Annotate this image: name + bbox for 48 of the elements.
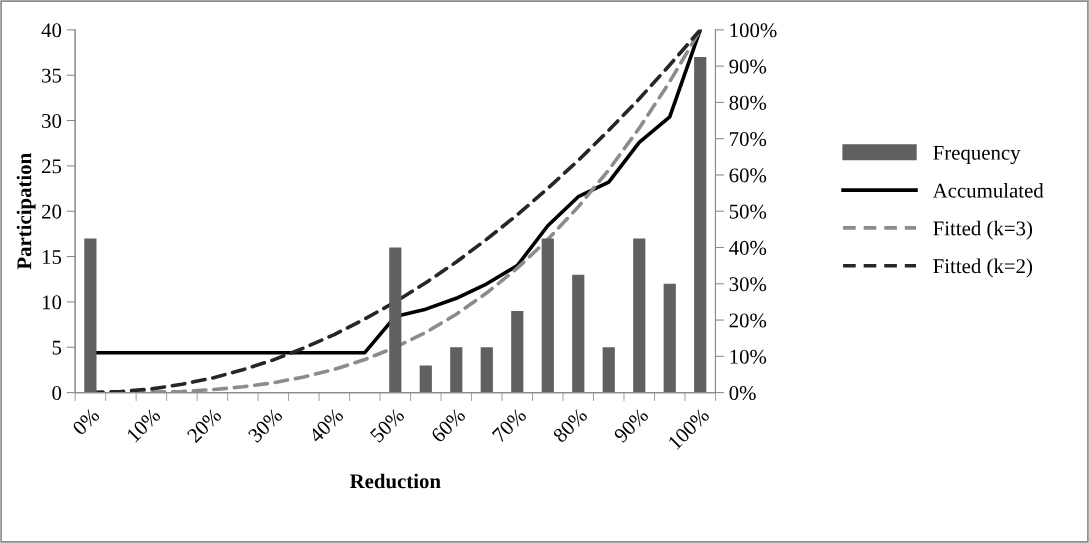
y2-tick-label: 10% bbox=[730, 349, 767, 364]
y2-tick-label: 60% bbox=[729, 168, 767, 183]
y-tick-label: 5 bbox=[52, 340, 62, 355]
y-tick-label: 0 bbox=[52, 385, 62, 401]
y-tick-label: 10 bbox=[42, 295, 62, 310]
legend-label: Fitted (k=3) bbox=[933, 220, 1033, 240]
x-tick-label: 60% bbox=[430, 407, 467, 444]
x-tick-label: 50% bbox=[369, 407, 406, 444]
bar bbox=[480, 347, 493, 393]
y2-tick-label: 20% bbox=[729, 313, 767, 328]
y2-tick-label: 90% bbox=[729, 59, 767, 74]
y2-tick-label: 80% bbox=[729, 95, 767, 110]
y-tick-label: 20 bbox=[42, 204, 62, 219]
bar bbox=[389, 247, 402, 393]
x-tick-label: 10% bbox=[126, 407, 162, 443]
y-tick-label: 25 bbox=[42, 159, 62, 174]
bar bbox=[694, 57, 707, 393]
y2-tick-label: 0% bbox=[729, 385, 756, 401]
bar bbox=[602, 347, 615, 393]
y2-tick-label: 30% bbox=[729, 277, 767, 292]
x-tick-label: 0% bbox=[71, 407, 101, 436]
bar bbox=[450, 347, 463, 393]
legend-label: Frequency bbox=[933, 145, 1021, 165]
legend-label: Accumulated bbox=[932, 182, 1044, 198]
bar bbox=[511, 310, 524, 393]
y-tick-label: 35 bbox=[42, 68, 62, 83]
bar bbox=[633, 238, 646, 393]
x-tick-label: 20% bbox=[186, 407, 223, 444]
y2-tick-label: 70% bbox=[730, 132, 767, 147]
bar bbox=[419, 365, 432, 393]
x-axis-title: Reduction bbox=[349, 473, 441, 489]
legend-label: Fitted (k=2) bbox=[933, 258, 1033, 278]
y2-tick-label: 100% bbox=[730, 23, 777, 38]
bar bbox=[541, 238, 554, 393]
y-axis-title: Participation bbox=[16, 153, 36, 270]
y2-tick-label: 50% bbox=[729, 204, 767, 219]
x-tick-label: 40% bbox=[308, 407, 345, 444]
y2-tick-label: 40% bbox=[729, 240, 767, 255]
x-tick-label: 30% bbox=[247, 407, 284, 444]
bar bbox=[663, 283, 676, 393]
x-tick-label: 80% bbox=[552, 407, 589, 444]
y-tick-label: 15 bbox=[42, 250, 62, 264]
y-tick-label: 40 bbox=[41, 23, 62, 38]
y-tick-label: 30 bbox=[42, 113, 62, 128]
x-tick-label: 70% bbox=[491, 407, 528, 443]
bar bbox=[572, 274, 585, 393]
bar bbox=[84, 238, 97, 393]
x-tick-label: 90% bbox=[613, 407, 650, 444]
